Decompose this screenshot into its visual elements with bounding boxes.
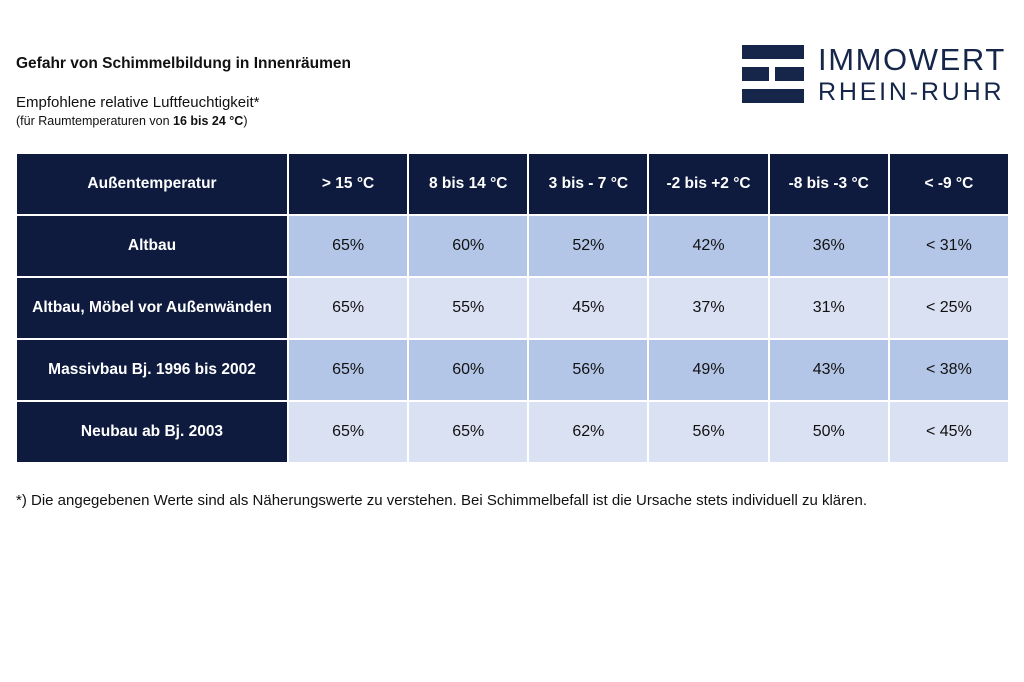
table-cell: 43% — [767, 338, 890, 402]
table-cell: 31% — [767, 276, 890, 340]
brick-logo-icon — [742, 45, 804, 103]
table-cell: 65% — [286, 214, 410, 278]
table-cell: 65% — [286, 400, 410, 464]
table-cell: < 45% — [887, 400, 1011, 464]
table-cell: 42% — [647, 214, 770, 278]
row-label: Altbau — [15, 214, 289, 278]
table-cell: 56% — [527, 338, 650, 402]
temperature-note: (für Raumtemperaturen von 16 bis 24 °C) — [16, 114, 248, 128]
table-row: Altbau, Möbel vor Außenwänden 65% 55% 45… — [15, 276, 1011, 340]
table-cell: 52% — [527, 214, 650, 278]
table-cell: 60% — [407, 214, 530, 278]
row-label: Altbau, Möbel vor Außenwänden — [15, 276, 289, 340]
note-suffix: ) — [243, 114, 248, 128]
table-cell: 65% — [286, 338, 410, 402]
table-header-row: Außentemperatur > 15 °C 8 bis 14 °C 3 bi… — [15, 152, 1011, 216]
header-column: > 15 °C — [286, 152, 410, 216]
header-column: -2 bis +2 °C — [647, 152, 770, 216]
table-cell: 65% — [286, 276, 410, 340]
table-cell: < 31% — [887, 214, 1011, 278]
header-column: 8 bis 14 °C — [407, 152, 530, 216]
table-cell: 55% — [407, 276, 530, 340]
table-cell: 60% — [407, 338, 530, 402]
table-cell: < 25% — [887, 276, 1011, 340]
table-cell: < 38% — [887, 338, 1011, 402]
table-cell: 50% — [767, 400, 890, 464]
table-cell: 45% — [527, 276, 650, 340]
row-label: Massivbau Bj. 1996 bis 2002 — [15, 338, 289, 402]
table-row: Neubau ab Bj. 2003 65% 65% 62% 56% 50% <… — [15, 400, 1011, 464]
table-cell: 56% — [647, 400, 770, 464]
footnote: *) Die angegebenen Werte sind als Näheru… — [16, 492, 867, 509]
note-bold: 16 bis 24 °C — [173, 114, 244, 128]
table-row: Massivbau Bj. 1996 bis 2002 65% 60% 56% … — [15, 338, 1011, 402]
logo-text-immowert: IMMOWERT — [818, 42, 1006, 77]
note-prefix: (für Raumtemperaturen von — [16, 114, 174, 128]
table-cell: 36% — [767, 214, 890, 278]
subtitle: Empfohlene relative Luftfeuchtigkeit* — [16, 94, 260, 111]
logo-text-rhein-ruhr: RHEIN-RUHR — [818, 78, 1005, 106]
table-cell: 49% — [647, 338, 770, 402]
page-title: Gefahr von Schimmelbildung in Innenräume… — [16, 55, 352, 72]
company-logo: IMMOWERT RHEIN-RUHR — [742, 42, 1006, 106]
header-outdoor-temperature: Außentemperatur — [15, 152, 289, 216]
table-row: Altbau 65% 60% 52% 42% 36% < 31% — [15, 214, 1011, 278]
header-column: 3 bis - 7 °C — [527, 152, 650, 216]
header-column: < -9 °C — [887, 152, 1011, 216]
table-cell: 62% — [527, 400, 650, 464]
table-cell: 37% — [647, 276, 770, 340]
table-cell: 65% — [407, 400, 530, 464]
humidity-table: Außentemperatur > 15 °C 8 bis 14 °C 3 bi… — [15, 152, 1011, 464]
row-label: Neubau ab Bj. 2003 — [15, 400, 289, 464]
header-column: -8 bis -3 °C — [767, 152, 890, 216]
